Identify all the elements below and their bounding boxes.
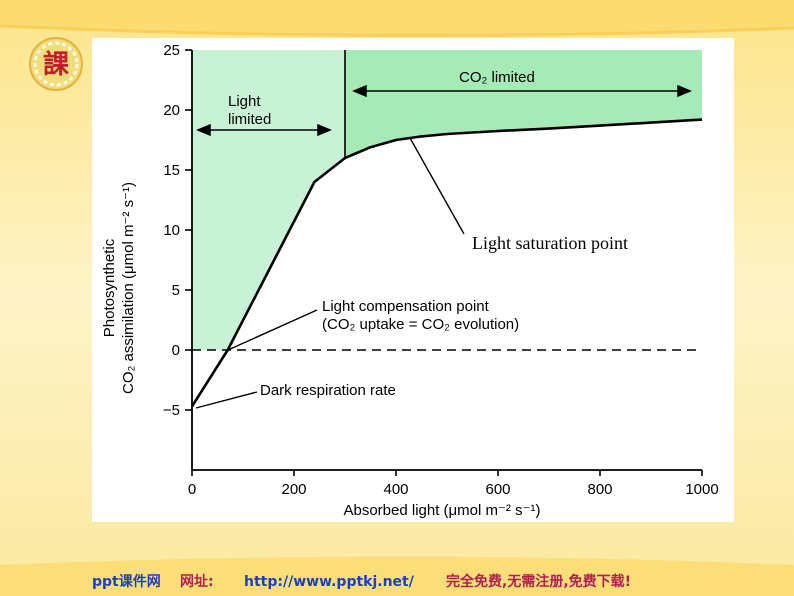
y-axis-title-line2: CO₂ assimilation (μmol m⁻² s⁻¹) — [120, 182, 137, 394]
compensation-label-line1: Light compensation point — [322, 298, 490, 315]
y-axis-title-line1: Photosynthetic — [101, 238, 118, 337]
x-axis-title: Absorbed light (μmol m⁻² s⁻¹) — [343, 502, 540, 519]
chart-figure: −5 0 5 10 15 20 25 0 200 400 600 800 1000 Light lim… — [92, 38, 734, 522]
light-limited-label-line1: Light — [228, 93, 261, 110]
slide-footer: ppt课件网 网址: http://www.pptkj.net/ 完全免费,无需… — [0, 568, 794, 596]
saturation-label: Light saturation point — [472, 233, 628, 253]
x-tick-label: 1000 — [685, 481, 718, 498]
footer-brand: ppt课件网 — [92, 574, 161, 590]
dark-respiration-label: Dark respiration rate — [260, 382, 396, 399]
co2-limited-label: CO₂ limited — [459, 69, 535, 86]
logo-seal: 課 — [29, 37, 83, 91]
y-tick-label: 5 — [172, 282, 180, 299]
saturation-pointer — [409, 137, 465, 235]
y-tick-label: 10 — [163, 222, 180, 239]
assimilation-curve — [190, 118, 703, 408]
footer-slogan: 完全免费,无需注册,免费下载! — [446, 574, 632, 590]
photosynthesis-light-chart: −5 0 5 10 15 20 25 0 200 400 600 800 1000 Light lim… — [101, 42, 719, 519]
light-limited-label-line2: limited — [228, 111, 271, 128]
x-tick-label: 200 — [281, 481, 306, 498]
y-tick-label: −5 — [163, 402, 180, 419]
dark-respiration-pointer — [195, 391, 258, 409]
y-tick-label: 25 — [163, 42, 180, 59]
x-tick-label: 0 — [188, 481, 196, 498]
y-tick-label: 20 — [163, 102, 180, 119]
compensation-pointer — [227, 309, 318, 351]
footer-url-link[interactable]: http://www.pptkj.net/ — [244, 574, 414, 590]
y-tick-label: 0 — [172, 342, 180, 359]
x-ticks: 0 200 400 600 800 1000 — [188, 470, 719, 498]
x-tick-label: 400 — [383, 481, 408, 498]
co2-limited-arrow — [352, 84, 692, 98]
logo-char: 課 — [43, 49, 70, 80]
footer-site-label: 网址: — [180, 574, 214, 590]
light-limited-arrow — [196, 123, 332, 137]
compensation-label-line2: (CO₂ uptake = CO₂ evolution) — [322, 316, 519, 333]
y-ticks: −5 0 5 10 15 20 25 — [163, 42, 192, 419]
y-tick-label: 15 — [163, 162, 180, 179]
x-tick-label: 600 — [485, 481, 510, 498]
x-tick-label: 800 — [587, 481, 612, 498]
area-below-curve — [192, 119, 702, 350]
